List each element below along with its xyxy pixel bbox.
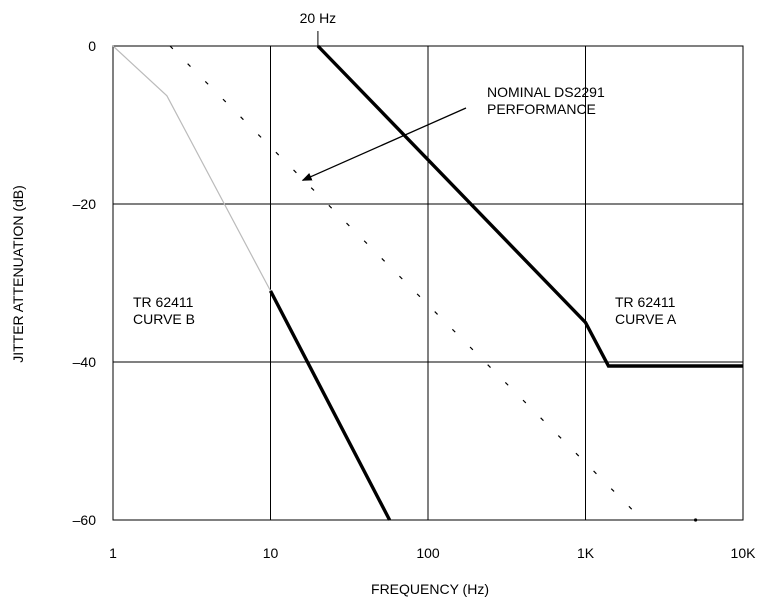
x-tick-label: 100 bbox=[416, 545, 440, 561]
series-line-thick bbox=[268, 290, 392, 521]
y-axis-title: JITTER ATTENUATION (dB) bbox=[10, 185, 26, 363]
annotation-line: TR 62411 bbox=[133, 294, 194, 310]
series-end-dot bbox=[693, 518, 698, 522]
x-tick-label: 10 bbox=[263, 545, 279, 561]
tick-labels: 1 10 100 1K 10K 0 –20 –40 –60 bbox=[73, 38, 756, 561]
y-tick-label: –20 bbox=[73, 196, 97, 212]
y-tick-label: –60 bbox=[73, 512, 97, 528]
annotation-line: PERFORMANCE bbox=[487, 101, 596, 117]
annotation-line: CURVE A bbox=[615, 311, 677, 327]
annotation-line: NOMINAL DS2291 bbox=[487, 84, 605, 100]
x-tick-label: 1K bbox=[577, 545, 595, 561]
annotation-line: 20 Hz bbox=[300, 10, 337, 26]
x-axis-title: FREQUENCY (Hz) bbox=[371, 581, 489, 597]
annotation-corner: 20 Hz bbox=[300, 10, 337, 26]
annotation-line: TR 62411 bbox=[615, 294, 676, 310]
annotation-ds2291: NOMINAL DS2291 PERFORMANCE bbox=[487, 84, 605, 117]
x-tick-label: 10K bbox=[731, 545, 757, 561]
annotation-arrow bbox=[301, 107, 467, 181]
x-tick-label: 1 bbox=[109, 545, 117, 561]
annotation-line: CURVE B bbox=[133, 311, 195, 327]
series-line-gray bbox=[112, 45, 272, 292]
series-group bbox=[112, 44, 743, 522]
grid bbox=[112, 45, 744, 521]
series-line-dotted bbox=[169, 45, 643, 521]
y-tick-label: 0 bbox=[88, 38, 96, 54]
annotation-curve-a: TR 62411 CURVE A bbox=[615, 294, 677, 327]
y-tick-label: –40 bbox=[73, 354, 97, 370]
annotation-curve-b: TR 62411 CURVE B bbox=[133, 294, 195, 327]
series-line-thick bbox=[316, 44, 743, 368]
